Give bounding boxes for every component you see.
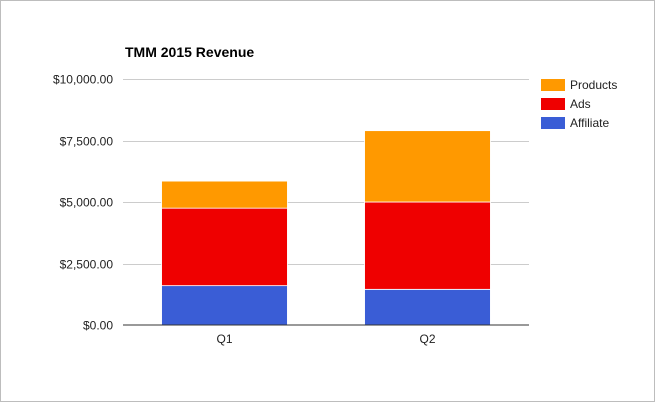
- chart-title: TMM 2015 Revenue: [125, 44, 254, 60]
- x-axis-tick-labels: Q1 Q2: [216, 332, 435, 346]
- bar-affiliate-q2: [364, 288, 491, 326]
- legend-label-products: Products: [570, 78, 617, 92]
- y-tick-label: $7,500.00: [60, 135, 114, 149]
- y-tick-label: $5,000.00: [60, 196, 114, 210]
- legend-swatch-products: [541, 79, 565, 91]
- legend-label-affiliate: Affiliate: [570, 116, 609, 130]
- bars: [161, 130, 491, 326]
- legend-label-ads: Ads: [570, 97, 591, 111]
- y-axis-tick-labels: $0.00 $2,500.00 $5,000.00 $7,500.00 $10,000.…: [53, 73, 113, 333]
- bar-ads-q2: [364, 201, 491, 290]
- bar-ads-q1: [161, 207, 288, 287]
- bar-products-q1: [161, 180, 288, 209]
- bar-affiliate-q1: [161, 285, 288, 326]
- y-tick-label: $10,000.00: [53, 73, 113, 87]
- legend: Products Ads Affiliate: [541, 78, 617, 130]
- y-tick-label: $0.00: [83, 319, 113, 333]
- x-tick-label: Q2: [419, 332, 435, 346]
- legend-swatch-ads: [541, 98, 565, 110]
- x-tick-label: Q1: [216, 332, 232, 346]
- bar-products-q2: [364, 130, 491, 203]
- y-tick-label: $2,500.00: [60, 258, 114, 272]
- legend-swatch-affiliate: [541, 117, 565, 129]
